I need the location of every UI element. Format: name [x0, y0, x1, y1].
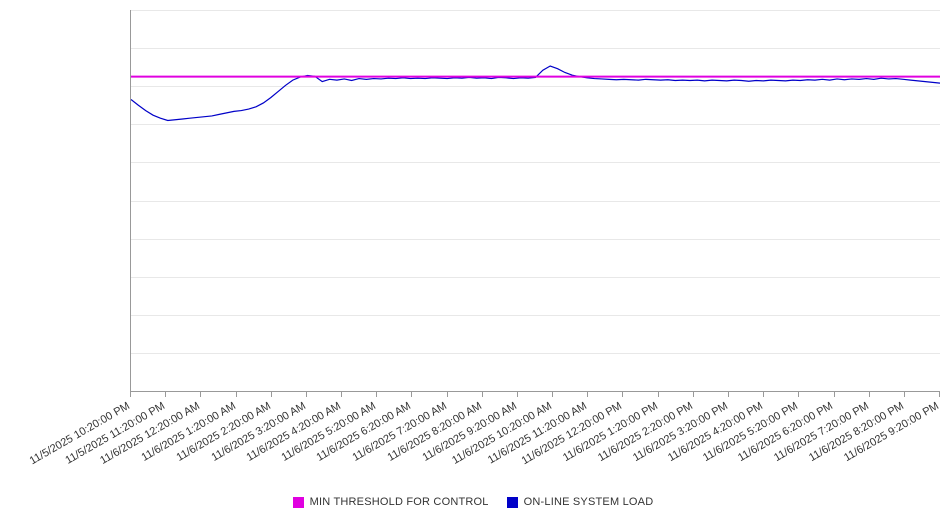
x-axis-tick: [939, 392, 940, 397]
gridline: [131, 200, 940, 202]
gridline: [131, 314, 940, 316]
x-axis-tick-label: 11/6/2025 4:20:00 AM: [244, 400, 344, 464]
x-axis-tick: [763, 392, 765, 397]
x-axis-tick: [446, 392, 448, 397]
chart-legend: MIN THRESHOLD FOR CONTROL ON-LINE SYSTEM…: [0, 496, 946, 508]
x-axis-tick: [305, 392, 307, 397]
gridline: [131, 352, 940, 354]
gridline: [131, 162, 940, 164]
legend-swatch-icon: [506, 496, 518, 508]
x-axis-tick-label: 11/6/2025 3:20:00 AM: [209, 400, 308, 464]
x-axis-tick-label: 11/5/2025 10:20:00 PM: [27, 400, 132, 468]
x-axis-tick-label: 11/6/2025 12:20:00 AM: [98, 400, 203, 467]
gridline: [131, 48, 940, 50]
x-axis-tick-label: 11/6/2025 2:20:00 AM: [174, 400, 273, 464]
x-axis-tick-label: 11/6/2025 6:20:00 AM: [314, 400, 414, 464]
legend-item-min-threshold-for-control[interactable]: MIN THRESHOLD FOR CONTROL: [292, 496, 489, 508]
x-axis-tick: [130, 392, 131, 397]
x-axis-tick: [411, 392, 413, 397]
x-axis-tick-label: 11/6/2025 8:20:00 AM: [385, 400, 484, 464]
x-axis-tick-label: 11/6/2025 7:20:00 AM: [350, 400, 449, 464]
x-axis-tick: [376, 392, 378, 397]
x-axis-tick: [200, 392, 202, 397]
gridline: [131, 86, 940, 88]
x-axis-tick: [833, 392, 835, 397]
x-axis-tick: [270, 392, 272, 397]
legend-label: ON-LINE SYSTEM LOAD: [523, 496, 654, 508]
gridline: [131, 124, 940, 126]
x-axis-tick-label: 11/6/2025 1:20:00 PM: [560, 400, 660, 465]
x-axis-tick: [728, 392, 729, 397]
gridlines: [131, 10, 940, 391]
x-axis-tick: [692, 392, 694, 397]
x-axis-tick-label: 11/6/2025 5:20:00 PM: [701, 400, 801, 465]
x-axis-tick: [798, 392, 800, 397]
x-axis-tick-label: 11/6/2025 7:20:00 PM: [771, 400, 871, 465]
x-axis-tick-label: 11/6/2025 9:20:00 AM: [420, 400, 519, 464]
plot-area: [130, 10, 940, 392]
legend-swatch-icon: [292, 496, 304, 508]
x-axis-tick-label: 11/6/2025 10:20:00 AM: [450, 400, 555, 467]
legend-label: MIN THRESHOLD FOR CONTROL: [309, 496, 489, 508]
legend-item-on-line-system-load[interactable]: ON-LINE SYSTEM LOAD: [506, 496, 654, 508]
x-axis-tick-label: 11/6/2025 9:20:00 PM: [841, 400, 941, 465]
x-axis-tick: [868, 392, 870, 397]
x-axis-tick-label: 11/6/2025 11:20:00 AM: [486, 400, 590, 467]
series-on-line-system-load: [131, 65, 940, 122]
x-axis-tick: [481, 392, 483, 397]
x-axis-tick-label: 11/6/2025 12:20:00 PM: [520, 400, 625, 468]
gridline: [131, 10, 940, 11]
x-axis-tick: [341, 392, 342, 397]
x-axis-tick-label: 11/6/2025 4:20:00 PM: [666, 400, 766, 465]
x-axis-tick-label: 11/6/2025 3:20:00 PM: [630, 400, 730, 465]
x-axis-tick-label: 11/6/2025 2:20:00 PM: [595, 400, 695, 465]
x-axis-tick: [516, 392, 518, 397]
x-axis-tick: [165, 392, 167, 397]
x-axis-tick: [552, 392, 554, 397]
x-axis-tick: [657, 392, 659, 397]
x-axis-tick: [235, 392, 237, 397]
x-axis-tick-label: 11/6/2025 5:20:00 AM: [279, 400, 379, 464]
x-axis-tick-label: 11/5/2025 11:20:00 PM: [63, 400, 168, 467]
x-axis-tick: [587, 392, 589, 397]
x-axis-ticks: [130, 392, 940, 400]
x-axis-tick-label: 11/6/2025 1:20:00 AM: [138, 400, 238, 464]
gridline: [131, 276, 940, 278]
x-axis-tick-label: 11/6/2025 8:20:00 PM: [806, 400, 906, 465]
gridline: [131, 238, 940, 240]
x-axis-tick: [903, 392, 905, 397]
x-axis-tick: [622, 392, 624, 397]
series-layer: [131, 65, 940, 122]
x-axis-tick-label: 11/6/2025 6:20:00 PM: [736, 400, 836, 465]
